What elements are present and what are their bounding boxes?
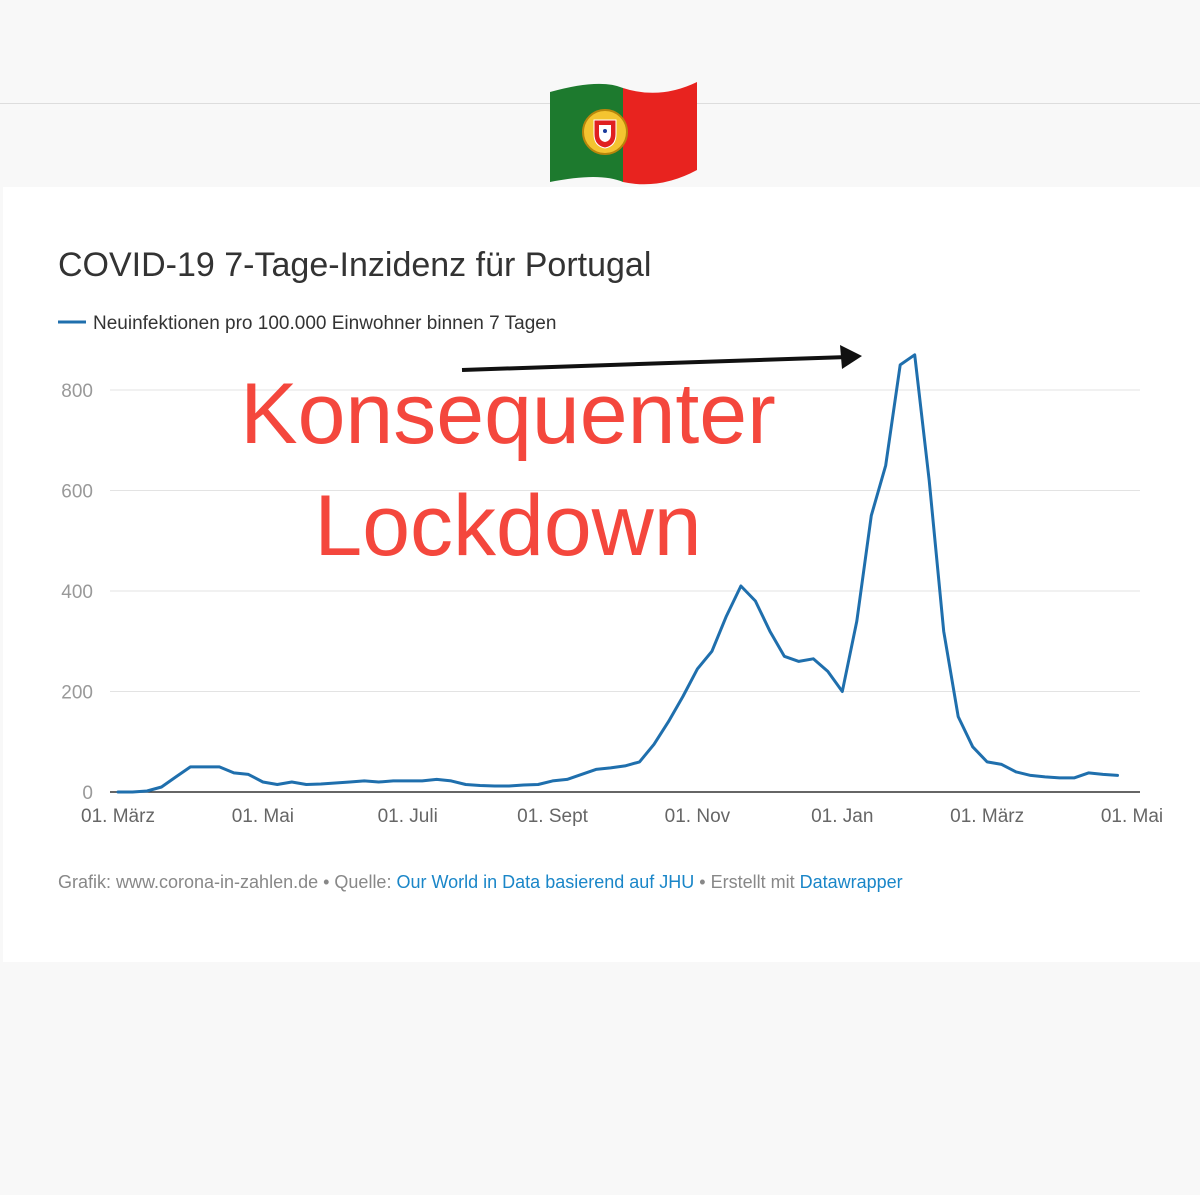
x-tick-label: 01. Nov <box>665 806 731 827</box>
x-tick-label: 01. März <box>950 806 1024 827</box>
flag <box>550 82 697 185</box>
data-line <box>116 353 1119 794</box>
footer-separator: • Erstellt mit <box>699 872 794 892</box>
chart-panel <box>3 187 1200 962</box>
tool-link[interactable]: Datawrapper <box>800 872 903 892</box>
x-tick-label: 01. Juli <box>378 806 438 827</box>
footer-credit: Grafik: www.corona-in-zahlen.de • Quelle… <box>58 872 391 892</box>
x-tick-label: 01. Mai <box>1101 806 1163 827</box>
x-tick-label: 01. Sept <box>517 806 588 827</box>
source-link[interactable]: Our World in Data basierend auf JHU <box>396 872 694 892</box>
plot-area: 0 200 400 600 800 01. März 01. Mai 01. Juli 01. … <box>61 353 1163 827</box>
x-tick-label: 01. Jan <box>811 806 873 827</box>
annotation-arrow-shaft <box>461 355 849 372</box>
y-tick-label: 600 <box>61 482 93 503</box>
annotation-arrow-head <box>840 345 862 369</box>
footer: Grafik: www.corona-in-zahlen.de • Quelle… <box>58 872 903 892</box>
annotation-line: Konsequenter <box>240 366 776 462</box>
annotation-line: Lockdown <box>314 478 701 574</box>
y-tick-label: 400 <box>61 582 93 603</box>
y-tick-label: 800 <box>61 381 93 402</box>
y-tick-label: 0 <box>82 783 93 804</box>
chart-title: COVID-19 7-Tage-Inzidenz für Portugal <box>58 246 651 284</box>
x-tick-label: 01. Mai <box>232 806 294 827</box>
y-tick-label: 200 <box>61 683 93 704</box>
legend-label: Neuinfektionen pro 100.000 Einwohner bin… <box>93 313 556 334</box>
x-tick-label: 01. März <box>81 806 155 827</box>
